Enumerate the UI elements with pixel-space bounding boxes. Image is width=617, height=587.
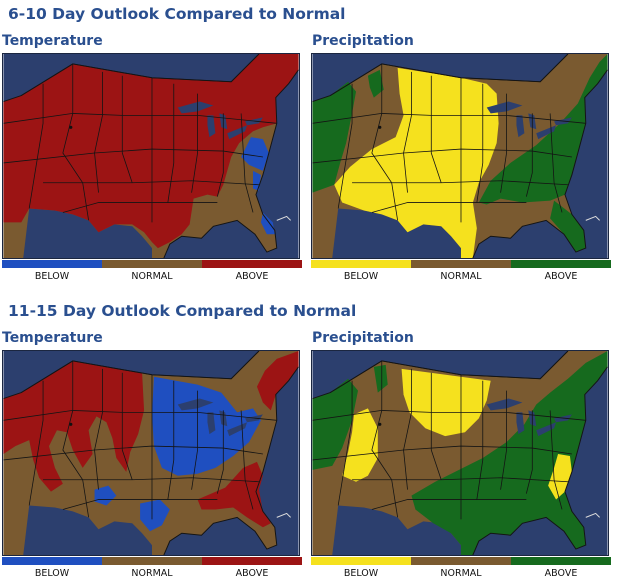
legend-swatch-below — [311, 557, 411, 565]
legend-label-normal: NORMAL — [440, 271, 482, 282]
above-normal-region — [197, 461, 271, 528]
state-capital-marker — [69, 125, 73, 129]
great-lakes — [207, 412, 216, 435]
panel-label-temperature-6-10: Temperature — [2, 33, 103, 49]
precipitation-map-11-15-day — [311, 350, 609, 556]
panel-label-precipitation-6-10: Precipitation — [312, 33, 414, 49]
below-normal-region — [241, 137, 269, 171]
above-normal-region — [312, 378, 358, 470]
legend-label-above: ABOVE — [235, 568, 269, 579]
florida-keys — [276, 512, 291, 518]
coastline — [3, 351, 299, 555]
great-lakes — [516, 412, 525, 435]
legend-swatch-normal — [411, 557, 511, 565]
temperature-map-6-10-day — [2, 53, 300, 259]
florida-keys — [585, 215, 600, 221]
coastline — [312, 54, 608, 258]
legend-label-above: ABOVE — [235, 271, 269, 282]
above-normal-region — [3, 54, 299, 249]
above-normal-region — [411, 351, 608, 555]
legend-swatch-normal — [102, 557, 202, 565]
section-title-6-10-day: 6-10 Day Outlook Compared to Normal — [8, 5, 346, 23]
florida-keys — [585, 512, 600, 518]
above-normal-region — [3, 360, 145, 492]
legend-bar — [2, 260, 302, 268]
state-capital-marker — [69, 422, 73, 426]
legend-swatch-below — [311, 260, 411, 268]
above-normal-region — [550, 200, 586, 253]
precipitation-map-6-10-day — [311, 53, 609, 259]
above-normal-region — [256, 351, 299, 411]
legend-label-normal: NORMAL — [131, 271, 173, 282]
state-borders — [312, 351, 586, 520]
great-lakes — [207, 115, 216, 138]
above-normal-region — [373, 364, 388, 393]
panel-label-temperature-11-15: Temperature — [2, 330, 103, 346]
legend-swatch-above — [202, 260, 302, 268]
coastline — [312, 351, 608, 555]
panel-label-precipitation-11-15: Precipitation — [312, 330, 414, 346]
great-lakes — [177, 101, 214, 114]
below-normal-region — [342, 408, 378, 482]
above-normal-region — [478, 54, 608, 205]
legend-swatch-above — [202, 557, 302, 565]
temperature-legend-11-15: BELOW NORMAL ABOVE — [2, 557, 302, 579]
below-normal-region — [140, 499, 170, 532]
state-capital-marker — [378, 125, 382, 129]
legend-swatch-above — [511, 260, 611, 268]
below-normal-region — [94, 485, 117, 506]
section-title-11-15-day: 11-15 Day Outlook Compared to Normal — [8, 302, 357, 320]
below-normal-region — [260, 212, 275, 235]
great-lakes — [516, 115, 525, 138]
legend-swatch-normal — [102, 260, 202, 268]
temperature-map-11-15-day — [2, 350, 300, 556]
above-normal-region — [312, 81, 357, 193]
above-normal-region — [367, 69, 384, 98]
below-normal-region — [401, 368, 491, 437]
legend-label-below: BELOW — [34, 271, 70, 282]
precipitation-legend-11-15: BELOW NORMAL ABOVE — [311, 557, 611, 579]
legend-swatch-below — [2, 260, 102, 268]
coastline — [3, 54, 299, 258]
legend-swatch-above — [511, 557, 611, 565]
great-lakes — [486, 101, 523, 114]
legend-label-below: BELOW — [34, 568, 70, 579]
legend-swatch-below — [2, 557, 102, 565]
great-lakes — [486, 398, 523, 411]
legend-bar — [311, 260, 611, 268]
below-normal-region — [151, 376, 261, 476]
great-lakes — [177, 398, 214, 411]
legend-label-above: ABOVE — [544, 568, 578, 579]
legend-bar — [311, 557, 611, 565]
legend-label-normal: NORMAL — [131, 568, 173, 579]
legend-label-below: BELOW — [343, 271, 379, 282]
state-capital-marker — [378, 422, 382, 426]
temperature-legend-6-10: BELOW NORMAL ABOVE — [2, 260, 302, 282]
legend-label-normal: NORMAL — [440, 568, 482, 579]
legend-label-above: ABOVE — [544, 271, 578, 282]
florida-keys — [276, 215, 291, 221]
legend-label-below: BELOW — [343, 568, 379, 579]
legend-swatch-normal — [411, 260, 511, 268]
precipitation-legend-6-10: BELOW NORMAL ABOVE — [311, 260, 611, 282]
legend-bar — [2, 557, 302, 565]
